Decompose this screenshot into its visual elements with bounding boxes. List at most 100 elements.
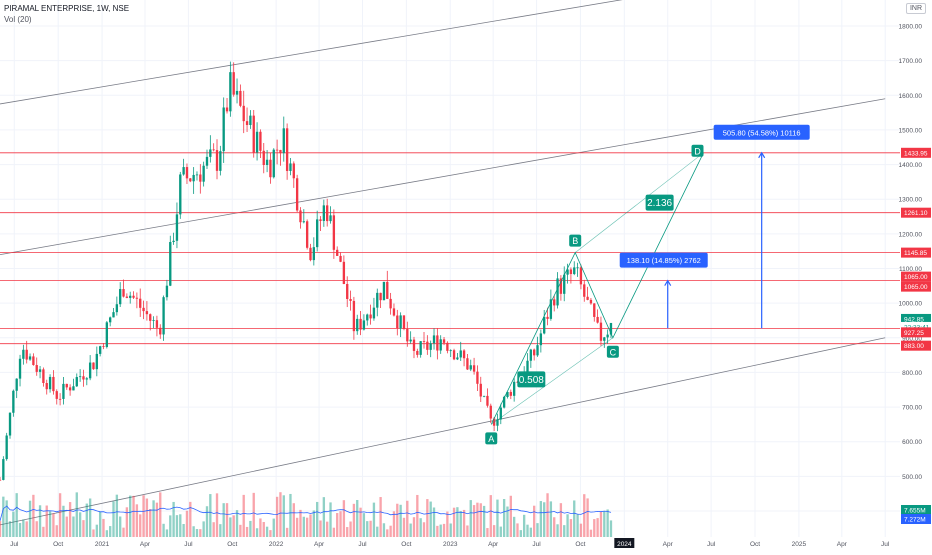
candle-body	[333, 215, 335, 249]
volume-bar	[122, 528, 124, 537]
measure-label: 505.80 (54.58%) 10116	[723, 128, 801, 137]
abcd-bd-line	[575, 153, 703, 253]
candle-body	[389, 299, 391, 308]
candle-body	[406, 329, 408, 341]
price-axis: 400.00500.00600.00700.00800.00900.001000…	[899, 0, 932, 550]
time-tick-label: Oct	[227, 541, 237, 548]
volume-bar	[9, 521, 11, 537]
volume-bar	[99, 512, 101, 537]
price-tick-label: 1700.00	[899, 58, 923, 65]
volume-bar	[523, 515, 525, 537]
volume-bar	[326, 522, 328, 537]
time-tick-label: Oct	[575, 541, 585, 548]
volume-bar	[142, 495, 144, 537]
price-badge-label: 883.00	[904, 343, 924, 350]
candle-body	[413, 340, 415, 351]
price-badge-label: 1065.00	[904, 274, 928, 281]
candle-body	[316, 219, 318, 247]
volume-bar	[496, 500, 498, 537]
measure-label: 138.10 (14.85%) 2762	[627, 256, 701, 265]
candle-body	[580, 267, 582, 284]
candle-body	[149, 314, 151, 321]
volume-bar	[19, 523, 21, 537]
volume-bar	[319, 520, 321, 537]
volume-bar	[189, 502, 191, 537]
channel-line-1	[0, 0, 827, 104]
volume-bar	[129, 496, 131, 537]
candle-body	[166, 286, 168, 297]
volume-bar	[42, 527, 44, 537]
candle-body	[353, 301, 355, 331]
volume-bar	[586, 498, 588, 537]
volume-bar	[159, 492, 161, 537]
volume-bar	[490, 495, 492, 537]
candle-body	[460, 350, 462, 357]
volume-bar	[293, 503, 295, 537]
volume-bar	[500, 527, 502, 537]
volume-bar	[253, 493, 255, 537]
candle-body	[423, 341, 425, 342]
candle-body	[213, 149, 215, 150]
candle-body	[16, 379, 18, 391]
volume-bar	[520, 530, 522, 537]
candle-body	[176, 214, 178, 240]
candle-body	[102, 346, 104, 347]
candle-body	[393, 308, 395, 315]
volume-bars	[0, 492, 612, 537]
time-tick-label: Apr	[488, 541, 499, 548]
volume-bar	[433, 507, 435, 537]
time-tick-label: Jul	[358, 541, 367, 548]
candle-body	[309, 248, 311, 260]
candle-body	[122, 289, 124, 297]
candle-body	[99, 346, 101, 354]
candle-body	[86, 378, 88, 379]
time-tick-label: Apr	[837, 541, 848, 548]
candle-body	[473, 365, 475, 371]
price-tick-label: 1200.00	[899, 231, 923, 238]
volume-bar	[182, 524, 184, 537]
candle-body	[22, 350, 24, 359]
volume-bar	[29, 501, 31, 537]
candle-body	[273, 150, 275, 178]
candle-body	[543, 317, 545, 334]
volume-bar	[426, 499, 428, 537]
price-tick-label: 1500.00	[899, 127, 923, 134]
candle-body	[229, 72, 231, 111]
candle-body	[186, 167, 188, 178]
volume-bar	[206, 506, 208, 537]
candle-body	[169, 242, 171, 286]
candle-body	[172, 241, 174, 242]
volume-bar	[576, 514, 578, 537]
candle-body	[279, 150, 281, 153]
candles	[0, 62, 612, 481]
volume-bar	[86, 504, 88, 537]
price-tick-label: 1300.00	[899, 197, 923, 204]
volume-bar	[149, 509, 151, 537]
volume-bar	[202, 521, 204, 537]
volume-bar	[126, 507, 128, 537]
volume-bar	[339, 511, 341, 537]
volume-bar	[209, 494, 211, 537]
volume-bar	[516, 523, 518, 537]
candle-body	[66, 384, 68, 387]
currency-label[interactable]: INR	[906, 3, 926, 14]
volume-bar	[486, 528, 488, 537]
candle-body	[92, 363, 94, 370]
candle-body	[219, 151, 221, 171]
volume-bar	[66, 517, 68, 537]
volume-bar	[456, 507, 458, 537]
candle-body	[283, 128, 285, 153]
time-tick-label: Jul	[10, 541, 19, 548]
volume-bar	[603, 511, 605, 537]
time-tick-label: Apr	[314, 541, 325, 548]
volume-bar	[440, 525, 442, 537]
time-tick-label: Jul	[184, 541, 193, 548]
price-badge-label: 1145.85	[904, 250, 927, 257]
volume-bar	[26, 521, 28, 537]
volume-indicator-label[interactable]: Vol (20)	[4, 15, 32, 24]
volume-bar	[386, 529, 388, 537]
candle-body	[403, 315, 405, 329]
volume-bar	[72, 516, 74, 537]
